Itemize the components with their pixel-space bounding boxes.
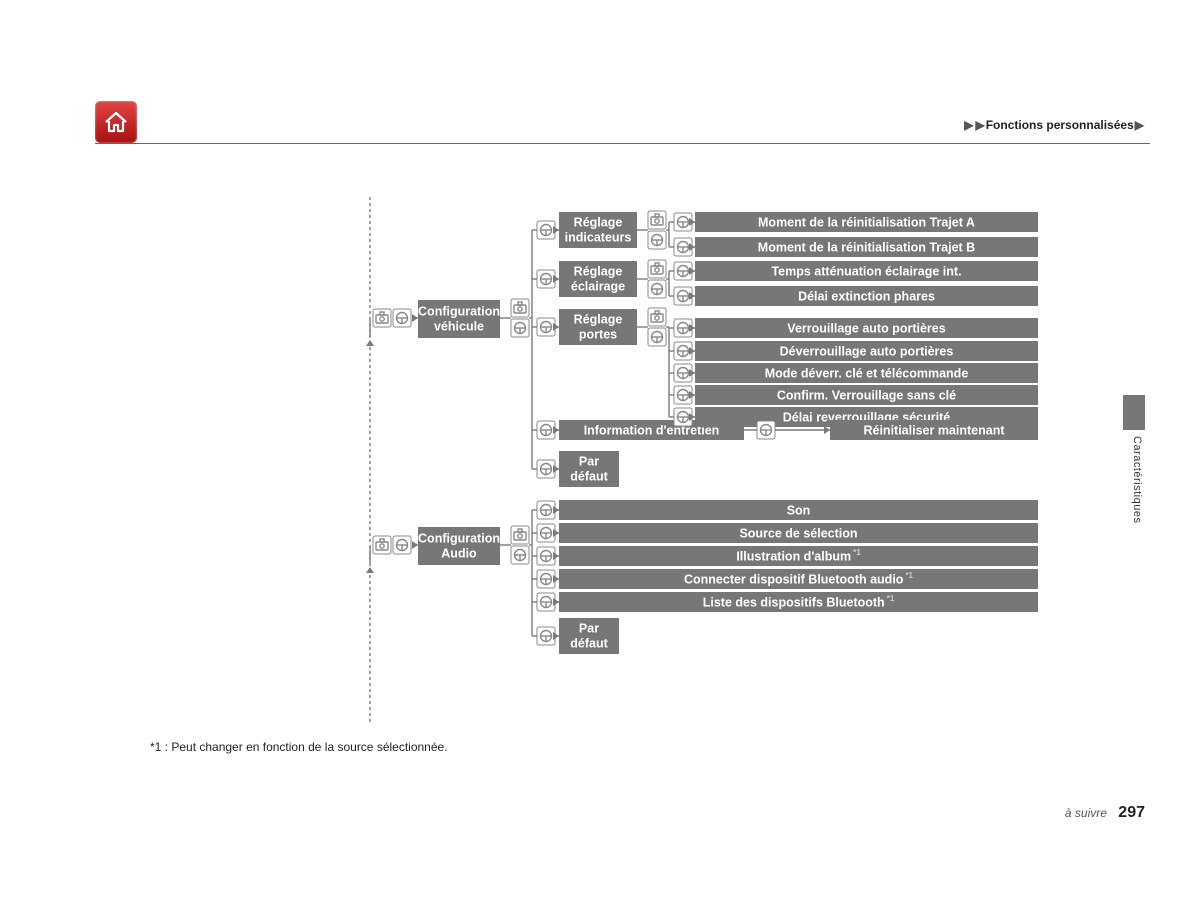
svg-text:Connecter dispositif Bluetooth: Connecter dispositif Bluetooth audio*1 <box>684 571 914 586</box>
svg-text:véhicule: véhicule <box>434 319 484 333</box>
page-number: 297 <box>1118 804 1145 821</box>
svg-text:Configuration: Configuration <box>418 531 500 545</box>
svg-text:Réglage: Réglage <box>574 312 623 326</box>
svg-text:Par: Par <box>579 621 599 635</box>
svg-text:Réglage: Réglage <box>574 264 623 278</box>
menu-tree-diagram: ConfigurationvéhiculeConfigurationAudioR… <box>0 0 1200 902</box>
svg-text:Délai extinction phares: Délai extinction phares <box>798 289 935 303</box>
svg-text:défaut: défaut <box>570 636 608 650</box>
svg-text:Source de sélection: Source de sélection <box>739 526 857 540</box>
svg-text:Confirm. Verrouillage sans clé: Confirm. Verrouillage sans clé <box>777 388 956 402</box>
svg-text:Temps atténuation éclairage in: Temps atténuation éclairage int. <box>771 264 961 278</box>
page-footer: à suivre 297 <box>1065 804 1145 822</box>
svg-text:Moment de la réinitialisation: Moment de la réinitialisation Trajet A <box>758 215 975 229</box>
svg-text:portes: portes <box>579 327 617 341</box>
footnote: *1 : Peut changer en fonction de la sour… <box>150 740 448 754</box>
svg-text:Réinitialiser maintenant: Réinitialiser maintenant <box>863 423 1005 437</box>
svg-text:Par: Par <box>579 454 599 468</box>
svg-text:indicateurs: indicateurs <box>565 230 632 244</box>
page: ▶▶Fonctions personnalisées▶ Caractéristi… <box>0 0 1200 902</box>
svg-text:défaut: défaut <box>570 469 608 483</box>
svg-text:Mode déverr. clé et télécomman: Mode déverr. clé et télécommande <box>765 366 969 380</box>
svg-text:Configuration: Configuration <box>418 304 500 318</box>
svg-text:Audio: Audio <box>441 546 477 560</box>
svg-text:Son: Son <box>787 503 811 517</box>
svg-text:Illustration d'album*1: Illustration d'album*1 <box>736 548 861 563</box>
continue-label: à suivre <box>1065 806 1107 820</box>
svg-text:Verrouillage auto portières: Verrouillage auto portières <box>787 321 945 335</box>
svg-text:Déverrouillage auto portières: Déverrouillage auto portières <box>780 344 954 358</box>
svg-text:éclairage: éclairage <box>571 279 625 293</box>
svg-text:Moment de la réinitialisation: Moment de la réinitialisation Trajet B <box>758 240 975 254</box>
svg-text:Réglage: Réglage <box>574 215 623 229</box>
svg-text:Liste des dispositifs Bluetoot: Liste des dispositifs Bluetooth*1 <box>703 594 895 609</box>
